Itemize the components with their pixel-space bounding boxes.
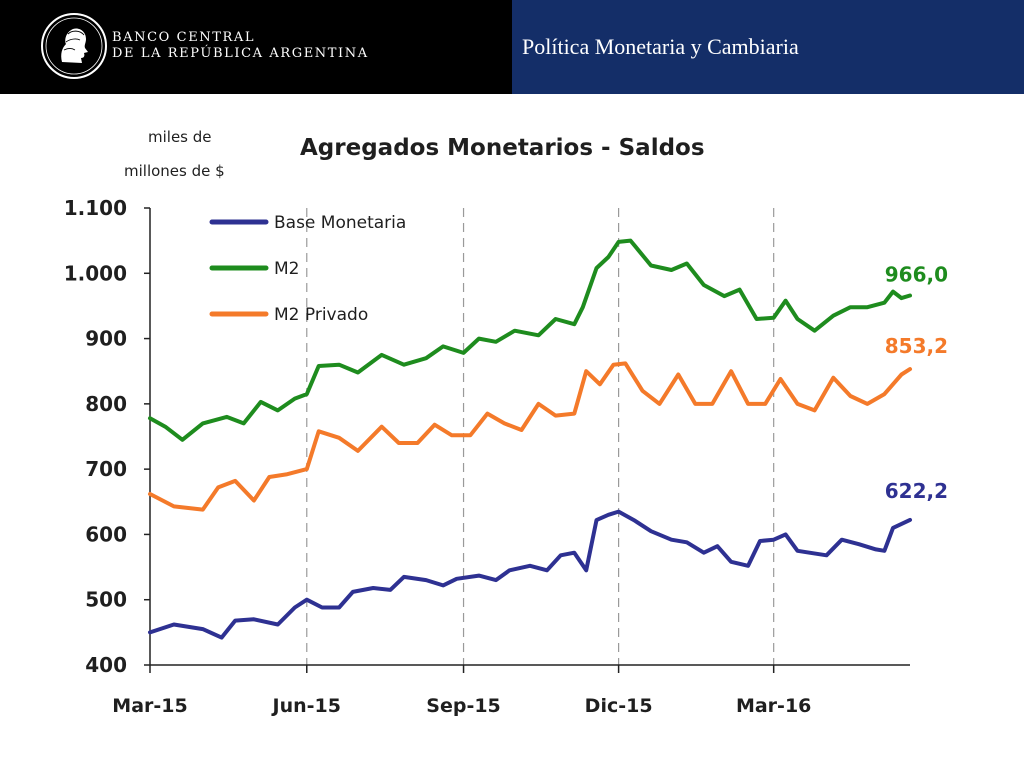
y-tick-label: 400 <box>85 653 127 677</box>
y-tick-label: 1.000 <box>64 261 127 285</box>
y-tick-label: 700 <box>85 457 127 481</box>
monetary-aggregates-chart: miles de millones de $ Agregados Monetar… <box>64 128 948 717</box>
bank-name-line1: BANCO CENTRAL <box>112 30 256 45</box>
legend-label-base-monetaria: Base Monetaria <box>274 213 406 233</box>
y-tick-label: 800 <box>85 392 127 416</box>
x-tick-label: Sep-15 <box>426 695 501 717</box>
bank-seal-logo-icon <box>41 13 107 79</box>
y-axis-ticks: 400 500 600 700 800 900 1.000 1.100 <box>64 196 150 677</box>
y-unit-label-line1: miles de <box>148 128 212 146</box>
end-label-base-monetaria: 622,2 <box>885 479 948 503</box>
section-banner: Política Monetaria y Cambiaria <box>512 0 1024 94</box>
vertical-gridlines <box>306 208 775 665</box>
bank-brand-panel: BANCO CENTRAL DE LA REPÚBLICA ARGENTINA <box>0 0 512 94</box>
series-end-labels: 622,2 966,0 853,2 <box>885 262 948 502</box>
y-tick-label: 600 <box>85 522 127 546</box>
x-tick-label: Dic-15 <box>585 695 653 717</box>
y-tick-label: 1.100 <box>64 196 127 220</box>
series-line <box>148 238 912 442</box>
chart-title: Agregados Monetarios - Saldos <box>300 135 705 161</box>
series-lines <box>148 238 912 640</box>
y-tick-label: 900 <box>85 327 127 351</box>
slide-header: BANCO CENTRAL DE LA REPÚBLICA ARGENTINA … <box>0 0 1024 94</box>
end-label-m2-privado: 853,2 <box>885 334 948 358</box>
x-axis-ticks: Mar-15 Jun-15 Sep-15 Dic-15 Mar-16 <box>112 665 811 717</box>
x-tick-label: Mar-16 <box>736 695 811 717</box>
legend-label-m2: M2 <box>274 259 299 279</box>
series-line <box>148 361 912 512</box>
y-tick-label: 500 <box>85 588 127 612</box>
chart-axes <box>149 208 910 666</box>
chart-legend: Base Monetaria M2 M2 Privado <box>209 213 406 325</box>
x-tick-label: Mar-15 <box>112 695 187 717</box>
series-line <box>148 509 912 640</box>
x-tick-label: Jun-15 <box>271 695 341 717</box>
bank-name-line2: DE LA REPÚBLICA ARGENTINA <box>112 46 369 61</box>
y-unit-label-line2: millones de $ <box>124 162 225 180</box>
end-label-m2: 966,0 <box>885 262 948 286</box>
legend-label-m2-privado: M2 Privado <box>274 305 368 325</box>
section-title: Política Monetaria y Cambiaria <box>522 34 799 59</box>
